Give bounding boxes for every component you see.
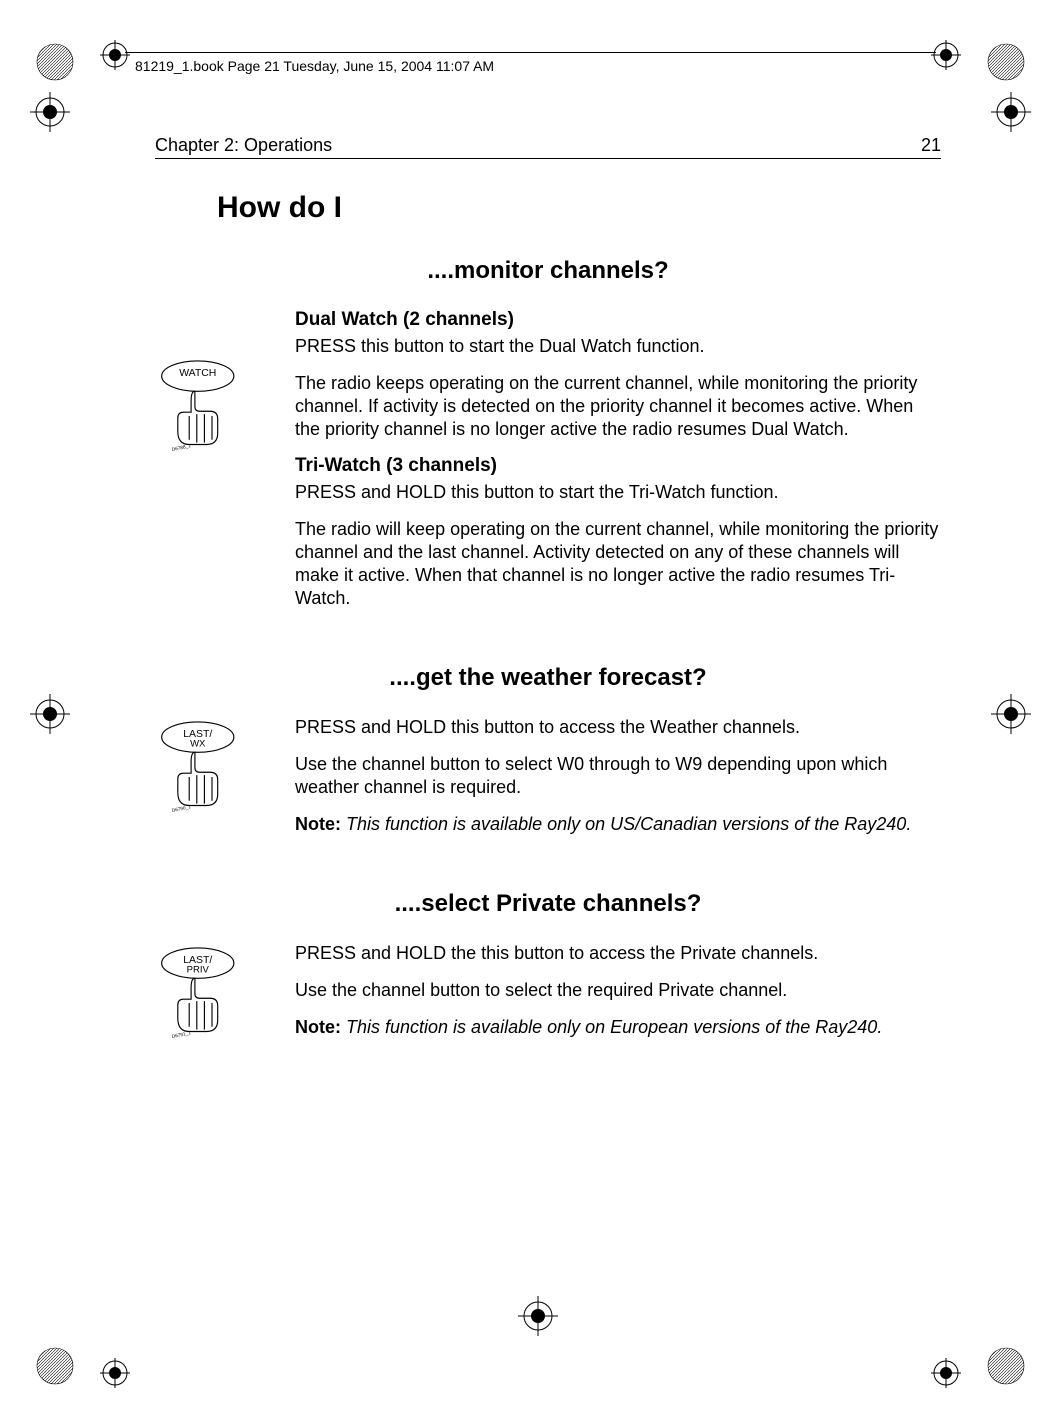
note-body: This function is available only on Europ… xyxy=(346,1017,882,1037)
section: ....monitor channels? WATCH D6788_1 Dual… xyxy=(155,257,941,624)
section-text: PRESS and HOLD the this button to access… xyxy=(295,942,941,1053)
section-title: ....select Private channels? xyxy=(155,890,941,918)
crop-mark-icon xyxy=(991,92,1031,132)
subsection-title: Tri-Watch (3 channels) xyxy=(295,455,941,477)
header-crop-text: 81219_1.book Page 21 Tuesday, June 15, 2… xyxy=(135,58,494,74)
crop-mark-icon xyxy=(991,694,1031,734)
paragraph: Use the channel button to select W0 thro… xyxy=(295,753,941,799)
paragraph: PRESS and HOLD this button to start the … xyxy=(295,481,941,504)
chapter-label: Chapter 2: Operations xyxy=(155,135,332,156)
subsection-title: Dual Watch (2 channels) xyxy=(295,309,941,331)
svg-text:D6791_1: D6791_1 xyxy=(171,1031,191,1041)
crop-mark-icon xyxy=(931,1358,961,1388)
section-title: ....monitor channels? xyxy=(155,257,941,285)
crop-mark-icon xyxy=(30,694,70,734)
paragraph: PRESS and HOLD the this button to access… xyxy=(295,942,941,965)
svg-text:D6790_1: D6790_1 xyxy=(171,804,191,814)
crop-mark-icon xyxy=(100,1358,130,1388)
button-press-icon: LAST/ WX D6790_1 xyxy=(155,716,275,850)
crop-mark-icon xyxy=(30,92,70,132)
section: ....select Private channels? LAST/ PRIV … xyxy=(155,890,941,1053)
section-text: PRESS and HOLD this button to access the… xyxy=(295,716,941,850)
page-title: How do I xyxy=(217,191,941,225)
paragraph: The radio keeps operating on the current… xyxy=(295,372,941,441)
paragraph: PRESS and HOLD this button to access the… xyxy=(295,716,941,739)
section-text: Dual Watch (2 channels) PRESS this button… xyxy=(295,309,941,624)
paragraph: Use the channel button to select the req… xyxy=(295,979,941,1002)
corner-hatch-icon xyxy=(35,1346,75,1386)
section-row: WATCH D6788_1 Dual Watch (2 channels) PRE… xyxy=(155,309,941,624)
note-label: Note: xyxy=(295,1017,346,1037)
page-content: Chapter 2: Operations 21 How do I ....mo… xyxy=(155,135,941,1094)
svg-text:PRIV: PRIV xyxy=(187,965,210,976)
note-label: Note: xyxy=(295,814,346,834)
header-rule xyxy=(125,52,936,53)
note-body: This function is available only on US/Ca… xyxy=(346,814,911,834)
running-head: Chapter 2: Operations 21 xyxy=(155,135,941,159)
svg-text:WX: WX xyxy=(190,739,206,750)
svg-text:D6788_1: D6788_1 xyxy=(171,443,191,453)
corner-hatch-icon xyxy=(35,42,75,82)
section-row: LAST/ WX D6790_1 PRESS and HOLD this but… xyxy=(155,716,941,850)
button-press-icon: LAST/ PRIV D6791_1 xyxy=(155,942,275,1053)
page-number: 21 xyxy=(921,135,941,156)
crop-mark-icon xyxy=(100,40,130,70)
button-press-icon: WATCH D6788_1 xyxy=(155,309,275,624)
paragraph: The radio will keep operating on the cur… xyxy=(295,518,941,610)
note: Note: This function is available only on… xyxy=(295,1016,941,1039)
svg-text:WATCH: WATCH xyxy=(179,368,216,379)
corner-hatch-icon xyxy=(986,42,1026,82)
paragraph: PRESS this button to start the Dual Watc… xyxy=(295,335,941,358)
crop-mark-icon xyxy=(518,1296,558,1336)
note: Note: This function is available only on… xyxy=(295,813,941,836)
section: ....get the weather forecast? LAST/ WX D… xyxy=(155,664,941,850)
crop-mark-icon xyxy=(931,40,961,70)
section-row: LAST/ PRIV D6791_1 PRESS and HOLD the th… xyxy=(155,942,941,1053)
corner-hatch-icon xyxy=(986,1346,1026,1386)
section-title: ....get the weather forecast? xyxy=(155,664,941,692)
